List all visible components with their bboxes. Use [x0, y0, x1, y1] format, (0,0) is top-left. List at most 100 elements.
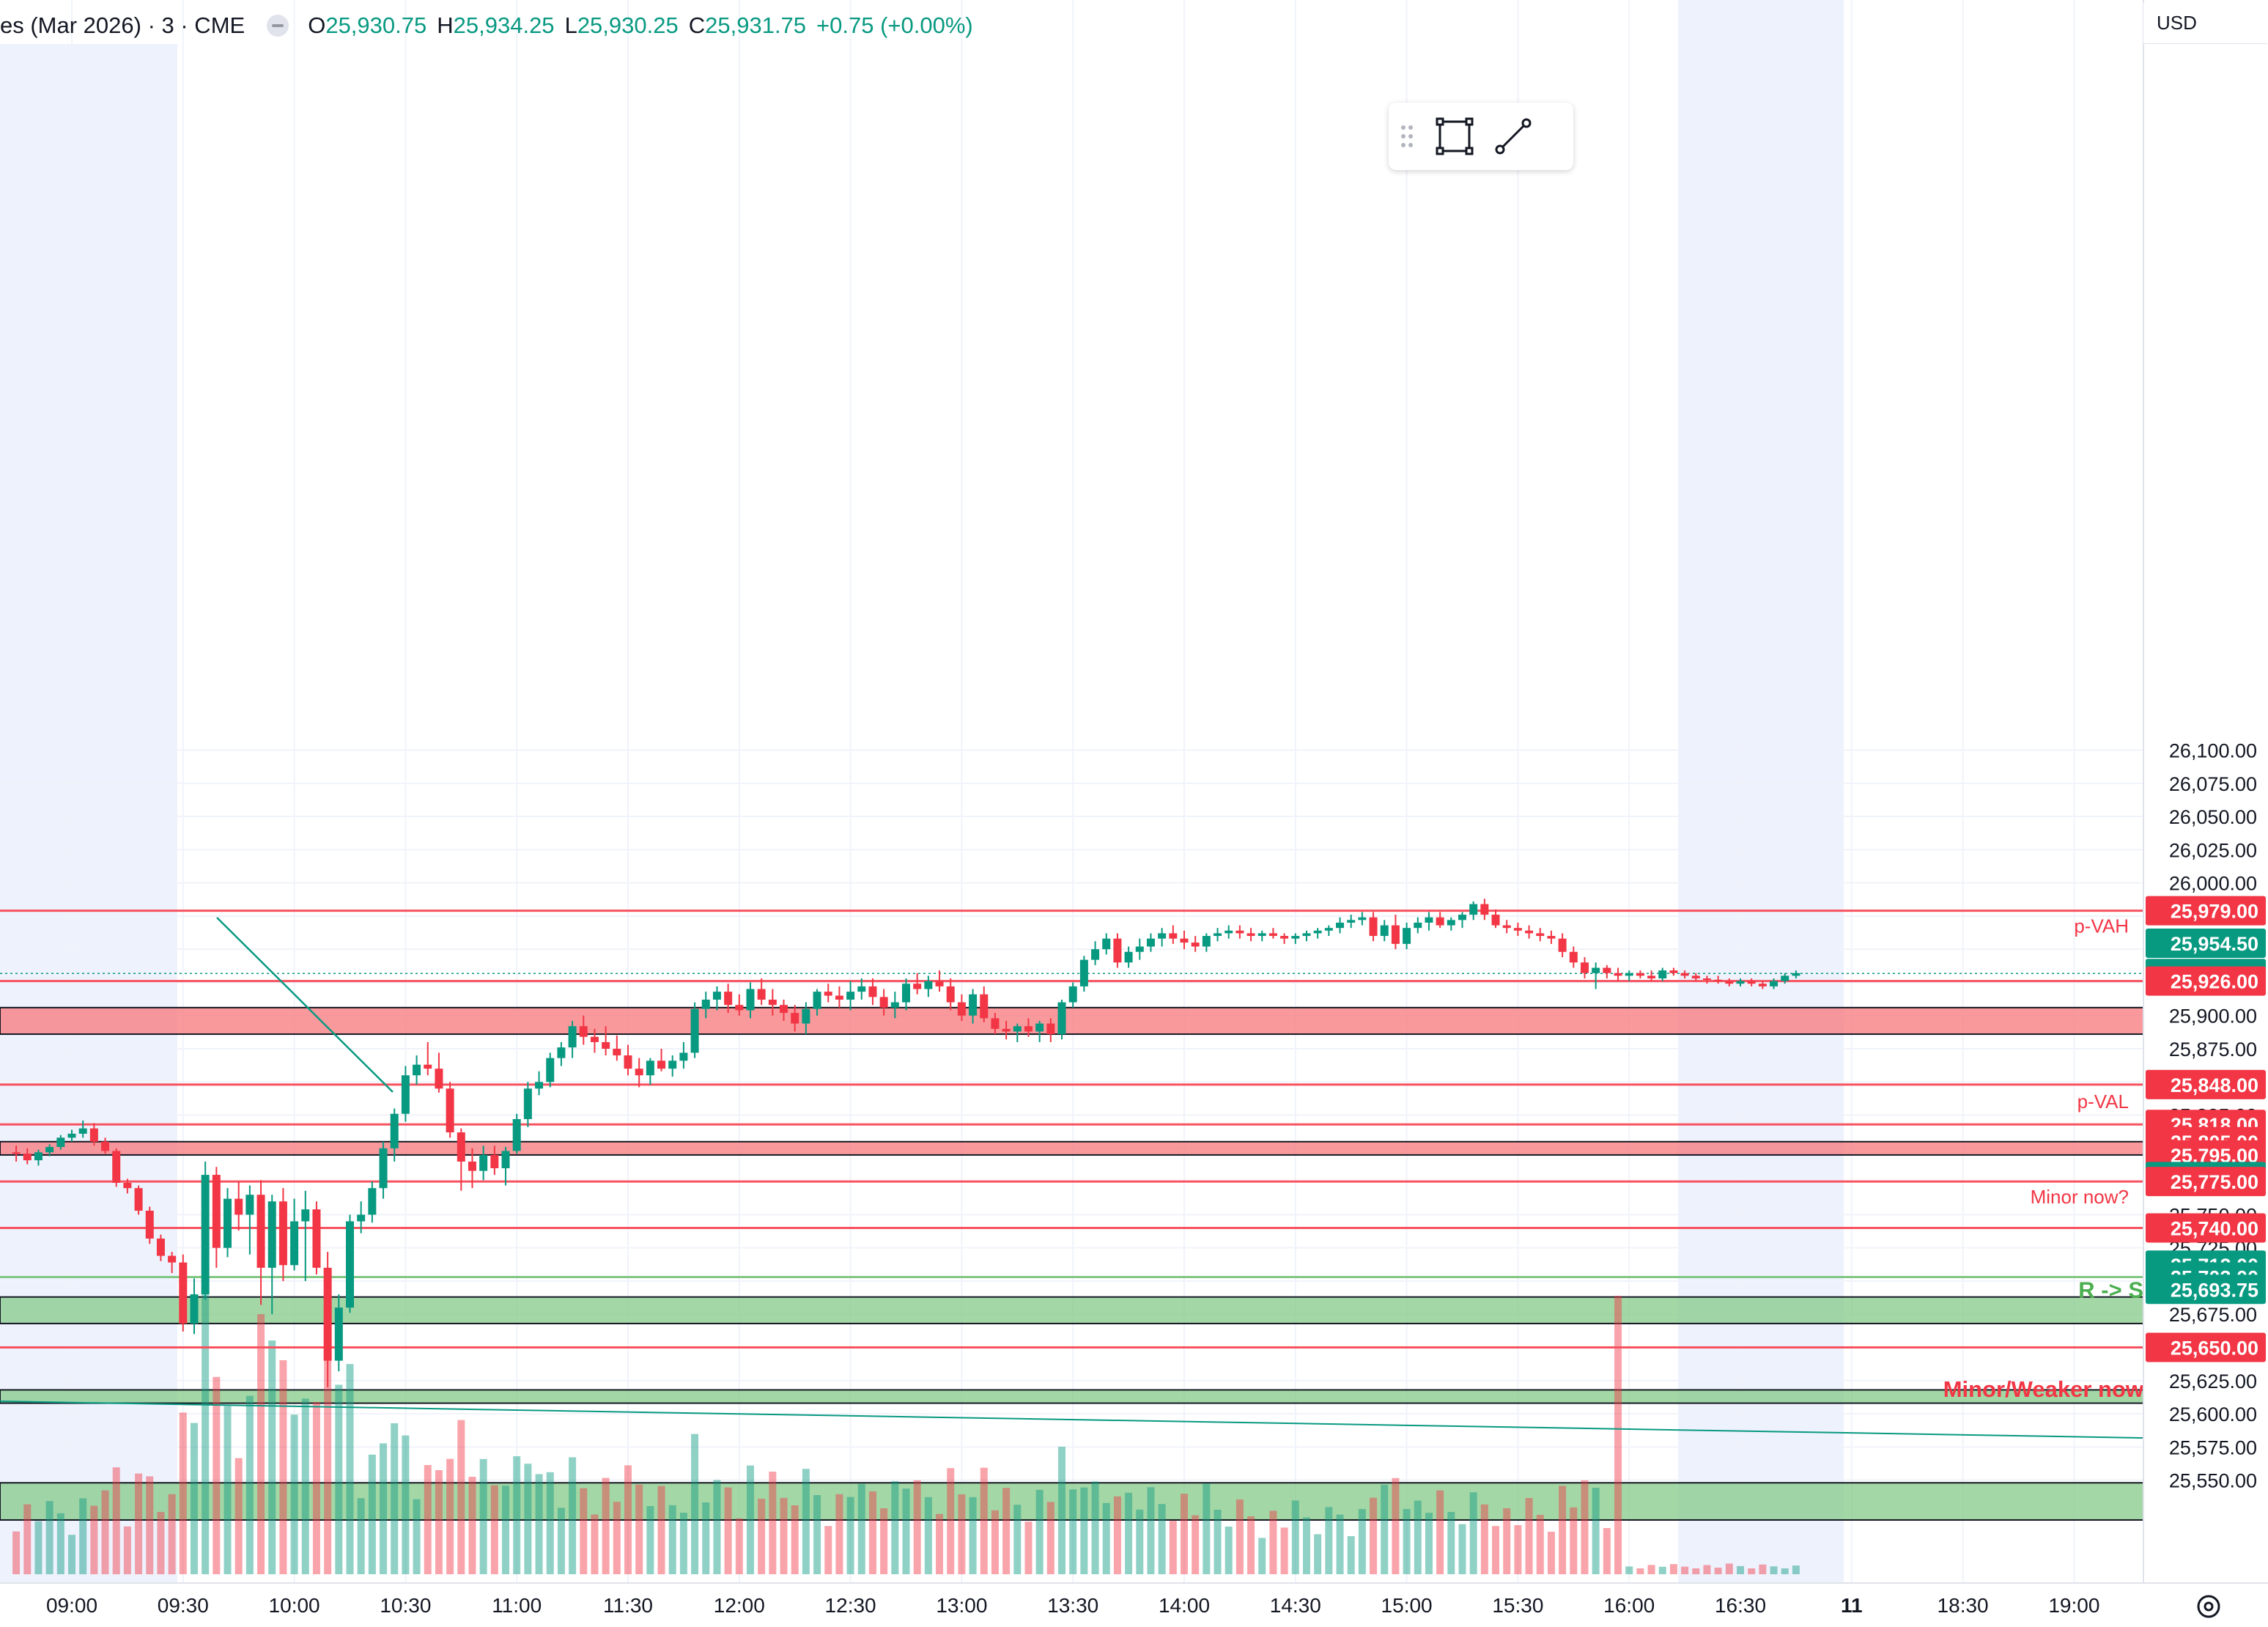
candle-body — [1046, 1023, 1055, 1035]
volume-bar — [457, 1420, 465, 1574]
candle-body — [468, 1161, 476, 1171]
volume-bar — [68, 1535, 75, 1574]
premarket-shade — [0, 44, 177, 1583]
candle — [1592, 962, 1600, 989]
candle — [946, 978, 955, 1011]
candle — [357, 1201, 366, 1233]
candle-body — [368, 1188, 377, 1215]
candle-body — [1781, 975, 1789, 981]
drag-handle-icon[interactable] — [1389, 103, 1425, 170]
toggle-icon[interactable] — [267, 15, 289, 37]
candle-body — [602, 1041, 610, 1049]
volume-bar — [1614, 1296, 1622, 1574]
candle — [1324, 925, 1333, 937]
candle-body — [1680, 973, 1689, 976]
candle-body — [791, 1013, 799, 1024]
candle — [957, 994, 966, 1021]
resistance-zone — [0, 1140, 2144, 1156]
candle — [168, 1252, 177, 1274]
floating-drawing-toolbar[interactable] — [1389, 103, 1573, 170]
candle-body — [1469, 904, 1478, 915]
candle-body — [1369, 917, 1378, 937]
gear-ring — [2197, 1595, 2220, 1618]
candle — [145, 1206, 154, 1244]
candle — [969, 989, 978, 1024]
gear-icon[interactable] — [2197, 1595, 2220, 1618]
volume-bar — [413, 1499, 421, 1574]
candle-body — [457, 1132, 465, 1162]
candle — [791, 1005, 799, 1032]
volume-bar — [1436, 1490, 1444, 1574]
candle-body — [1113, 938, 1122, 963]
candle-body — [1758, 984, 1767, 986]
candle — [1436, 912, 1444, 929]
time-tick-label: 13:30 — [1047, 1594, 1098, 1617]
candle-body — [190, 1294, 199, 1324]
volume-bar — [1681, 1566, 1689, 1574]
volume-bar — [1458, 1524, 1466, 1574]
candle — [1547, 930, 1556, 944]
volume-bar — [1258, 1538, 1266, 1574]
candle — [490, 1145, 499, 1176]
currency-selector[interactable]: USD — [2143, 3, 2267, 44]
candle-body — [224, 1198, 232, 1248]
chart-annotation: R -> S — [2078, 1277, 2143, 1303]
candle-body — [12, 1152, 21, 1154]
candle — [1158, 928, 1167, 947]
candle — [123, 1178, 132, 1194]
candle-body — [1736, 981, 1745, 984]
price-tag: 25,740.00 — [2146, 1213, 2266, 1243]
candle — [1525, 925, 1534, 939]
volume-bar — [1046, 1502, 1054, 1574]
candle-body — [1702, 978, 1711, 981]
volume-bar — [1636, 1568, 1644, 1574]
candle — [67, 1129, 76, 1142]
volume-bar — [1013, 1505, 1022, 1574]
candle — [1614, 967, 1622, 981]
price-tag: 25,848.00 — [2146, 1069, 2266, 1099]
candle-body — [1491, 915, 1500, 926]
volume-bar — [224, 1406, 232, 1574]
candle — [568, 1020, 577, 1058]
volume-bar — [324, 1308, 332, 1574]
volume-bar — [1269, 1510, 1277, 1574]
candle-body — [123, 1182, 132, 1189]
candle-body — [1403, 928, 1411, 944]
candle-body — [1658, 970, 1667, 979]
symbol-title[interactable]: es (Mar 2026) · 3 · CME — [0, 12, 245, 38]
candle — [424, 1041, 432, 1076]
price-tag-label: 25,979.00 — [2171, 901, 2258, 923]
volume-bar — [1581, 1480, 1589, 1574]
volume-bar — [312, 1402, 320, 1574]
candle-body — [501, 1151, 510, 1169]
candle-body — [1102, 938, 1111, 950]
candle-body — [1158, 933, 1167, 939]
volume-bar — [1469, 1492, 1477, 1574]
time-tick-label: 11:00 — [492, 1594, 542, 1617]
volume-bar — [1525, 1498, 1533, 1574]
rectangle-tool-icon[interactable] — [1425, 107, 1484, 166]
price-tag: 25,693.75 — [2146, 1274, 2266, 1305]
candle — [701, 992, 710, 1019]
candle — [179, 1254, 188, 1332]
candle-body — [1146, 938, 1155, 947]
candle — [56, 1135, 65, 1150]
candle-body — [668, 1060, 677, 1069]
candle — [368, 1181, 377, 1223]
time-tick-label: 16:00 — [1603, 1594, 1655, 1617]
candle — [1669, 967, 1678, 976]
price-tick-label: 26,075.00 — [2169, 773, 2257, 795]
support-zone — [0, 1389, 2144, 1404]
candle-body — [1380, 925, 1389, 937]
candle — [902, 978, 910, 1011]
time-tick-label: 16:30 — [1715, 1594, 1766, 1617]
price-tag-label: 25,775.00 — [2171, 1171, 2258, 1193]
candle-body — [1747, 981, 1756, 984]
volume-bar — [123, 1526, 131, 1574]
volume-bar — [402, 1435, 410, 1574]
candle — [1502, 920, 1511, 934]
volume-bar — [780, 1497, 788, 1574]
trend-line-tool-icon[interactable] — [1484, 107, 1543, 166]
volume-bar — [1781, 1568, 1789, 1574]
